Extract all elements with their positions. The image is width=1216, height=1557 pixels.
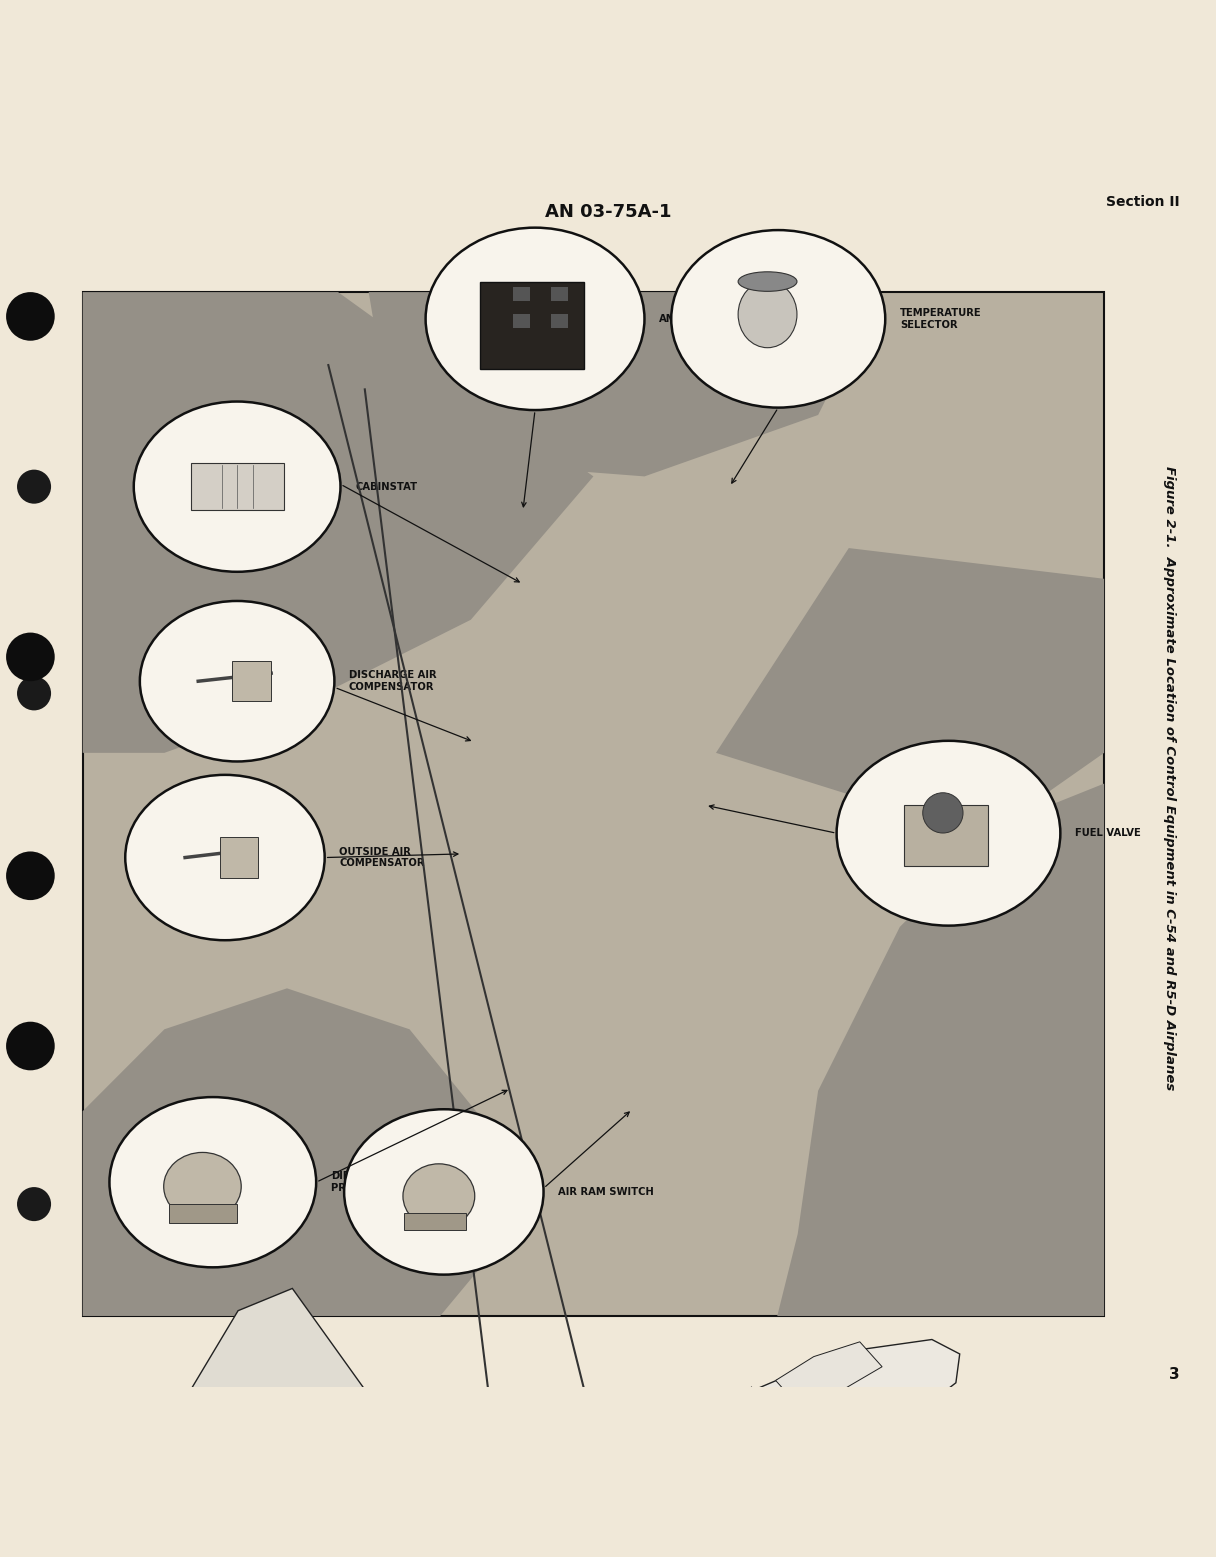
Ellipse shape	[140, 601, 334, 761]
Text: AIR RAM SWITCH: AIR RAM SWITCH	[558, 1186, 654, 1197]
Circle shape	[17, 470, 51, 503]
Polygon shape	[776, 1342, 882, 1412]
Text: CABINSTAT: CABINSTAT	[355, 481, 417, 492]
Text: AMPLIFIER: AMPLIFIER	[659, 315, 719, 324]
Ellipse shape	[109, 1098, 316, 1267]
Text: Figure 2-1.  Approximate Location of Control Equipment in C-54 and R5-D Airplane: Figure 2-1. Approximate Location of Cont…	[1164, 467, 1176, 1090]
Polygon shape	[777, 783, 1104, 1316]
Text: Section II: Section II	[1105, 195, 1180, 209]
Ellipse shape	[134, 402, 340, 571]
Circle shape	[6, 632, 55, 682]
Bar	[83, 293, 1104, 1316]
Circle shape	[923, 793, 963, 833]
Bar	[220, 836, 258, 878]
Circle shape	[6, 852, 55, 900]
Circle shape	[17, 299, 51, 333]
Bar	[552, 286, 568, 301]
Ellipse shape	[426, 227, 644, 409]
Circle shape	[6, 1021, 55, 1070]
Circle shape	[294, 1492, 319, 1515]
Polygon shape	[203, 1418, 326, 1493]
Circle shape	[17, 1029, 51, 1063]
Polygon shape	[83, 989, 542, 1316]
Bar	[169, 1205, 237, 1224]
Bar	[513, 315, 529, 329]
Circle shape	[17, 1186, 51, 1221]
Polygon shape	[152, 1289, 469, 1557]
Text: AN 03-75A-1: AN 03-75A-1	[545, 202, 671, 221]
Ellipse shape	[738, 272, 796, 291]
Polygon shape	[83, 293, 593, 754]
Polygon shape	[368, 293, 879, 476]
Circle shape	[17, 859, 51, 892]
Text: TEMPERATURE
SELECTOR: TEMPERATURE SELECTOR	[900, 308, 981, 330]
Polygon shape	[281, 1471, 399, 1543]
Circle shape	[370, 1541, 394, 1557]
Ellipse shape	[402, 1163, 474, 1228]
Polygon shape	[226, 1339, 959, 1557]
Bar	[552, 315, 568, 329]
Text: DISCHARGE AIR
COMPENSATOR: DISCHARGE AIR COMPENSATOR	[349, 671, 437, 691]
Polygon shape	[716, 548, 1104, 825]
FancyBboxPatch shape	[191, 462, 283, 511]
Text: FUEL VALVE: FUEL VALVE	[1075, 828, 1141, 838]
Ellipse shape	[671, 230, 885, 408]
Text: DIFFERENTIAL
PRESSURE SWITCH: DIFFERENTIAL PRESSURE SWITCH	[331, 1171, 437, 1193]
Bar	[513, 286, 529, 301]
Ellipse shape	[164, 1152, 241, 1221]
Bar	[404, 1213, 466, 1230]
Ellipse shape	[738, 282, 796, 347]
Ellipse shape	[837, 741, 1060, 925]
Bar	[232, 662, 271, 701]
Text: OUTSIDE AIR
COMPENSATOR: OUTSIDE AIR COMPENSATOR	[339, 847, 424, 869]
Circle shape	[6, 293, 55, 341]
Text: 3: 3	[1169, 1367, 1180, 1383]
Ellipse shape	[344, 1109, 544, 1275]
FancyBboxPatch shape	[903, 805, 987, 866]
FancyBboxPatch shape	[480, 282, 584, 369]
Ellipse shape	[125, 775, 325, 940]
Circle shape	[17, 676, 51, 710]
